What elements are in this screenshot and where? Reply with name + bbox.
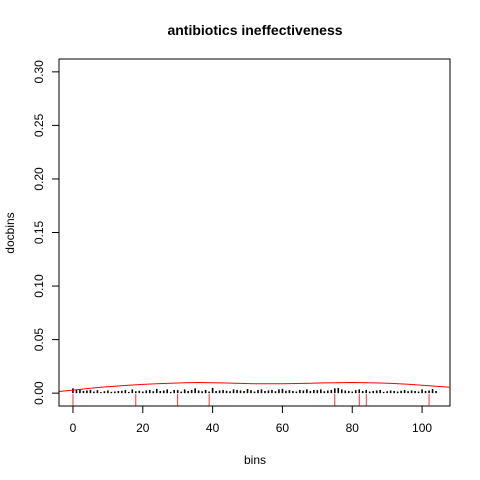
y-tick-label-0: 0.00: [32, 381, 46, 405]
histogram-bars: [72, 388, 437, 394]
rug-marks: [72, 394, 430, 406]
x-tick-label-0: 0: [70, 421, 77, 435]
x-tick-label-1: 20: [136, 421, 150, 435]
y-tick-label-1: 0.05: [32, 328, 46, 352]
y-tick-label-3: 0.15: [32, 220, 46, 244]
y-tick-label-4: 0.20: [32, 167, 46, 191]
x-tick-label-2: 40: [206, 421, 220, 435]
x-axis-label: bins: [244, 453, 266, 467]
x-tick-label-4: 80: [346, 421, 360, 435]
x-tick-label-5: 100: [412, 421, 432, 435]
y-axis-label: docbins: [3, 212, 17, 253]
plot-frame: [58, 58, 451, 407]
x-axis: 0 20 40 60 80 100: [70, 405, 432, 435]
chart-title: antibiotics ineffectiveness: [167, 22, 342, 38]
y-tick-label-2: 0.10: [32, 274, 46, 298]
x-tick-label-3: 60: [276, 421, 290, 435]
density-curve: [58, 381, 451, 392]
y-axis: 0.00 0.05 0.10 0.15 0.20 0.25 0.30: [32, 60, 60, 405]
y-tick-label-5: 0.25: [32, 113, 46, 137]
y-tick-label-6: 0.30: [32, 60, 46, 84]
